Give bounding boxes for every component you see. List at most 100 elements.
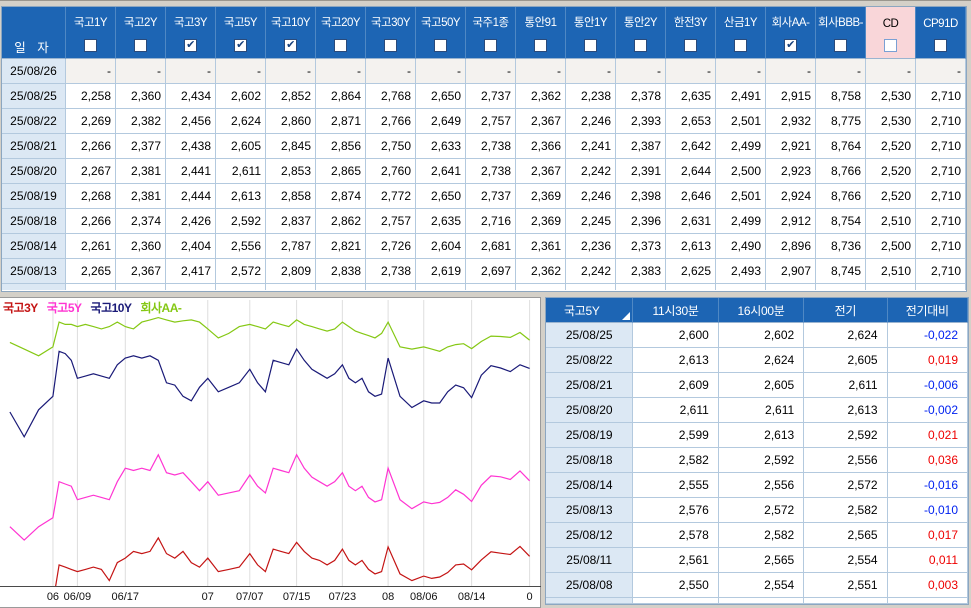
value-1130: 2,613	[633, 348, 719, 373]
rate-cell: 2,768	[366, 84, 416, 109]
column-checkbox-cell: ✔	[266, 32, 316, 59]
column-header-9[interactable]: 통안91	[516, 7, 566, 32]
value-change: -0,022	[887, 323, 968, 348]
column-header-10[interactable]: 통안1Y	[566, 7, 616, 32]
column-header-8[interactable]: 국주1종	[466, 7, 516, 32]
value-1130: 2,609	[633, 373, 719, 398]
rate-cell: 2,499	[716, 134, 766, 159]
column-checkbox[interactable]: ✔	[234, 38, 247, 52]
date-column-header: 일 자	[2, 7, 66, 59]
detail-header-4[interactable]: 전기대비	[887, 298, 968, 323]
rate-cell: 2,499	[716, 209, 766, 234]
row-date: 25/08/11	[546, 548, 634, 573]
column-header-15[interactable]: 회사BBB-	[816, 7, 866, 32]
rate-cell: 2,852	[266, 84, 316, 109]
rate-cell: 2,362	[516, 84, 566, 109]
column-header-16[interactable]: CD	[866, 7, 916, 32]
value-prev: 2,613	[804, 398, 888, 423]
column-checkbox[interactable]	[934, 38, 947, 52]
rate-cell: 2,650	[416, 84, 466, 109]
x-tick-label: 07	[202, 591, 214, 603]
rate-cell: -	[566, 59, 616, 84]
value-prev: 2,592	[804, 423, 888, 448]
rate-cell: 2,619	[416, 259, 466, 284]
clipped-row	[546, 598, 968, 604]
detail-header-2[interactable]: 16시00분	[718, 298, 805, 323]
clipped-row	[2, 284, 966, 290]
column-header-2[interactable]: 국고3Y	[166, 7, 216, 32]
detail-header-0[interactable]: 국고5Y	[546, 298, 634, 323]
column-header-12[interactable]: 한전3Y	[666, 7, 716, 32]
table-row: 25/08/20 2,267 2,381 2,441 2,611 2,853 2,865 2,…	[2, 159, 966, 184]
column-checkbox[interactable]	[434, 38, 447, 52]
x-tick-label: 06/17	[112, 591, 140, 603]
column-header-7[interactable]: 국고50Y	[416, 7, 466, 32]
row-date: 25/08/21	[546, 373, 634, 398]
rate-cell: 2,845	[266, 134, 316, 159]
rate-cell: 2,404	[166, 234, 216, 259]
column-checkbox[interactable]	[634, 38, 647, 52]
detail-row: 25/08/20 2,611 2,611 2,613 -0,002	[546, 398, 968, 423]
rate-cell: 2,635	[416, 209, 466, 234]
column-checkbox[interactable]	[134, 38, 147, 52]
rate-cell: 2,871	[316, 109, 366, 134]
legend-item-3: 회사AA-	[140, 301, 182, 315]
column-checkbox[interactable]: ✔	[184, 38, 197, 52]
column-checkbox[interactable]	[734, 38, 747, 52]
column-checkbox[interactable]	[484, 38, 497, 52]
column-checkbox[interactable]	[584, 38, 597, 52]
column-header-17[interactable]: CP91D	[916, 7, 966, 32]
column-checkbox-cell: ✔	[766, 32, 816, 59]
detail-header-1[interactable]: 11시30분	[633, 298, 719, 323]
column-checkbox[interactable]	[534, 38, 547, 52]
x-tick-label: 08/06	[410, 591, 438, 603]
detail-row: 25/08/08 2,550 2,554 2,551 0,003	[546, 573, 968, 598]
value-change: 0,011	[887, 548, 968, 573]
rate-cell: 2,500	[716, 159, 766, 184]
column-header-6[interactable]: 국고30Y	[366, 7, 416, 32]
column-checkbox[interactable]	[834, 38, 847, 52]
value-change: -0,006	[887, 373, 968, 398]
column-header-11[interactable]: 통안2Y	[616, 7, 666, 32]
rate-cell: 2,750	[366, 134, 416, 159]
column-checkbox[interactable]	[384, 38, 397, 52]
rate-cell: 2,862	[316, 209, 366, 234]
column-header-5[interactable]: 국고20Y	[316, 7, 366, 32]
rate-cell: 2,246	[566, 184, 616, 209]
column-checkbox[interactable]	[84, 38, 97, 52]
rate-cell: 2,266	[66, 209, 116, 234]
column-checkbox-cell	[316, 32, 366, 59]
rate-cell: 2,393	[616, 109, 666, 134]
column-checkbox-cell	[716, 32, 766, 59]
column-checkbox-cell	[466, 32, 516, 59]
value-1600: 2,613	[718, 423, 805, 448]
detail-header-3[interactable]: 전기	[804, 298, 888, 323]
row-date: 25/08/18	[546, 448, 634, 473]
series-2	[9, 347, 530, 439]
rate-cell: 2,625	[666, 259, 716, 284]
column-header-4[interactable]: 국고10Y	[266, 7, 316, 32]
column-header-0[interactable]: 국고1Y	[66, 7, 116, 32]
rate-cell: -	[866, 59, 916, 84]
rate-cell: 2,242	[566, 259, 616, 284]
rate-cell: 2,738	[366, 259, 416, 284]
rate-cell: 2,510	[866, 259, 916, 284]
column-header-3[interactable]: 국고5Y	[216, 7, 266, 32]
column-checkbox[interactable]	[334, 38, 347, 52]
column-header-14[interactable]: 회사AA-	[766, 7, 816, 32]
legend-item-0: 국고3Y	[3, 301, 38, 315]
value-change: -0,010	[887, 498, 968, 523]
column-checkbox[interactable]: ✔	[284, 38, 297, 52]
column-header-1[interactable]: 국고2Y	[116, 7, 166, 32]
column-checkbox[interactable]	[684, 38, 697, 52]
row-date: 25/08/22	[546, 348, 634, 373]
rate-cell: 2,772	[366, 184, 416, 209]
column-checkbox[interactable]	[884, 38, 897, 52]
rate-cell: 2,738	[466, 134, 516, 159]
column-checkbox-cell: ✔	[166, 32, 216, 59]
value-prev: 2,556	[804, 448, 888, 473]
column-header-13[interactable]: 산금1Y	[716, 7, 766, 32]
column-checkbox[interactable]: ✔	[784, 38, 797, 52]
rate-cell: 2,367	[516, 109, 566, 134]
